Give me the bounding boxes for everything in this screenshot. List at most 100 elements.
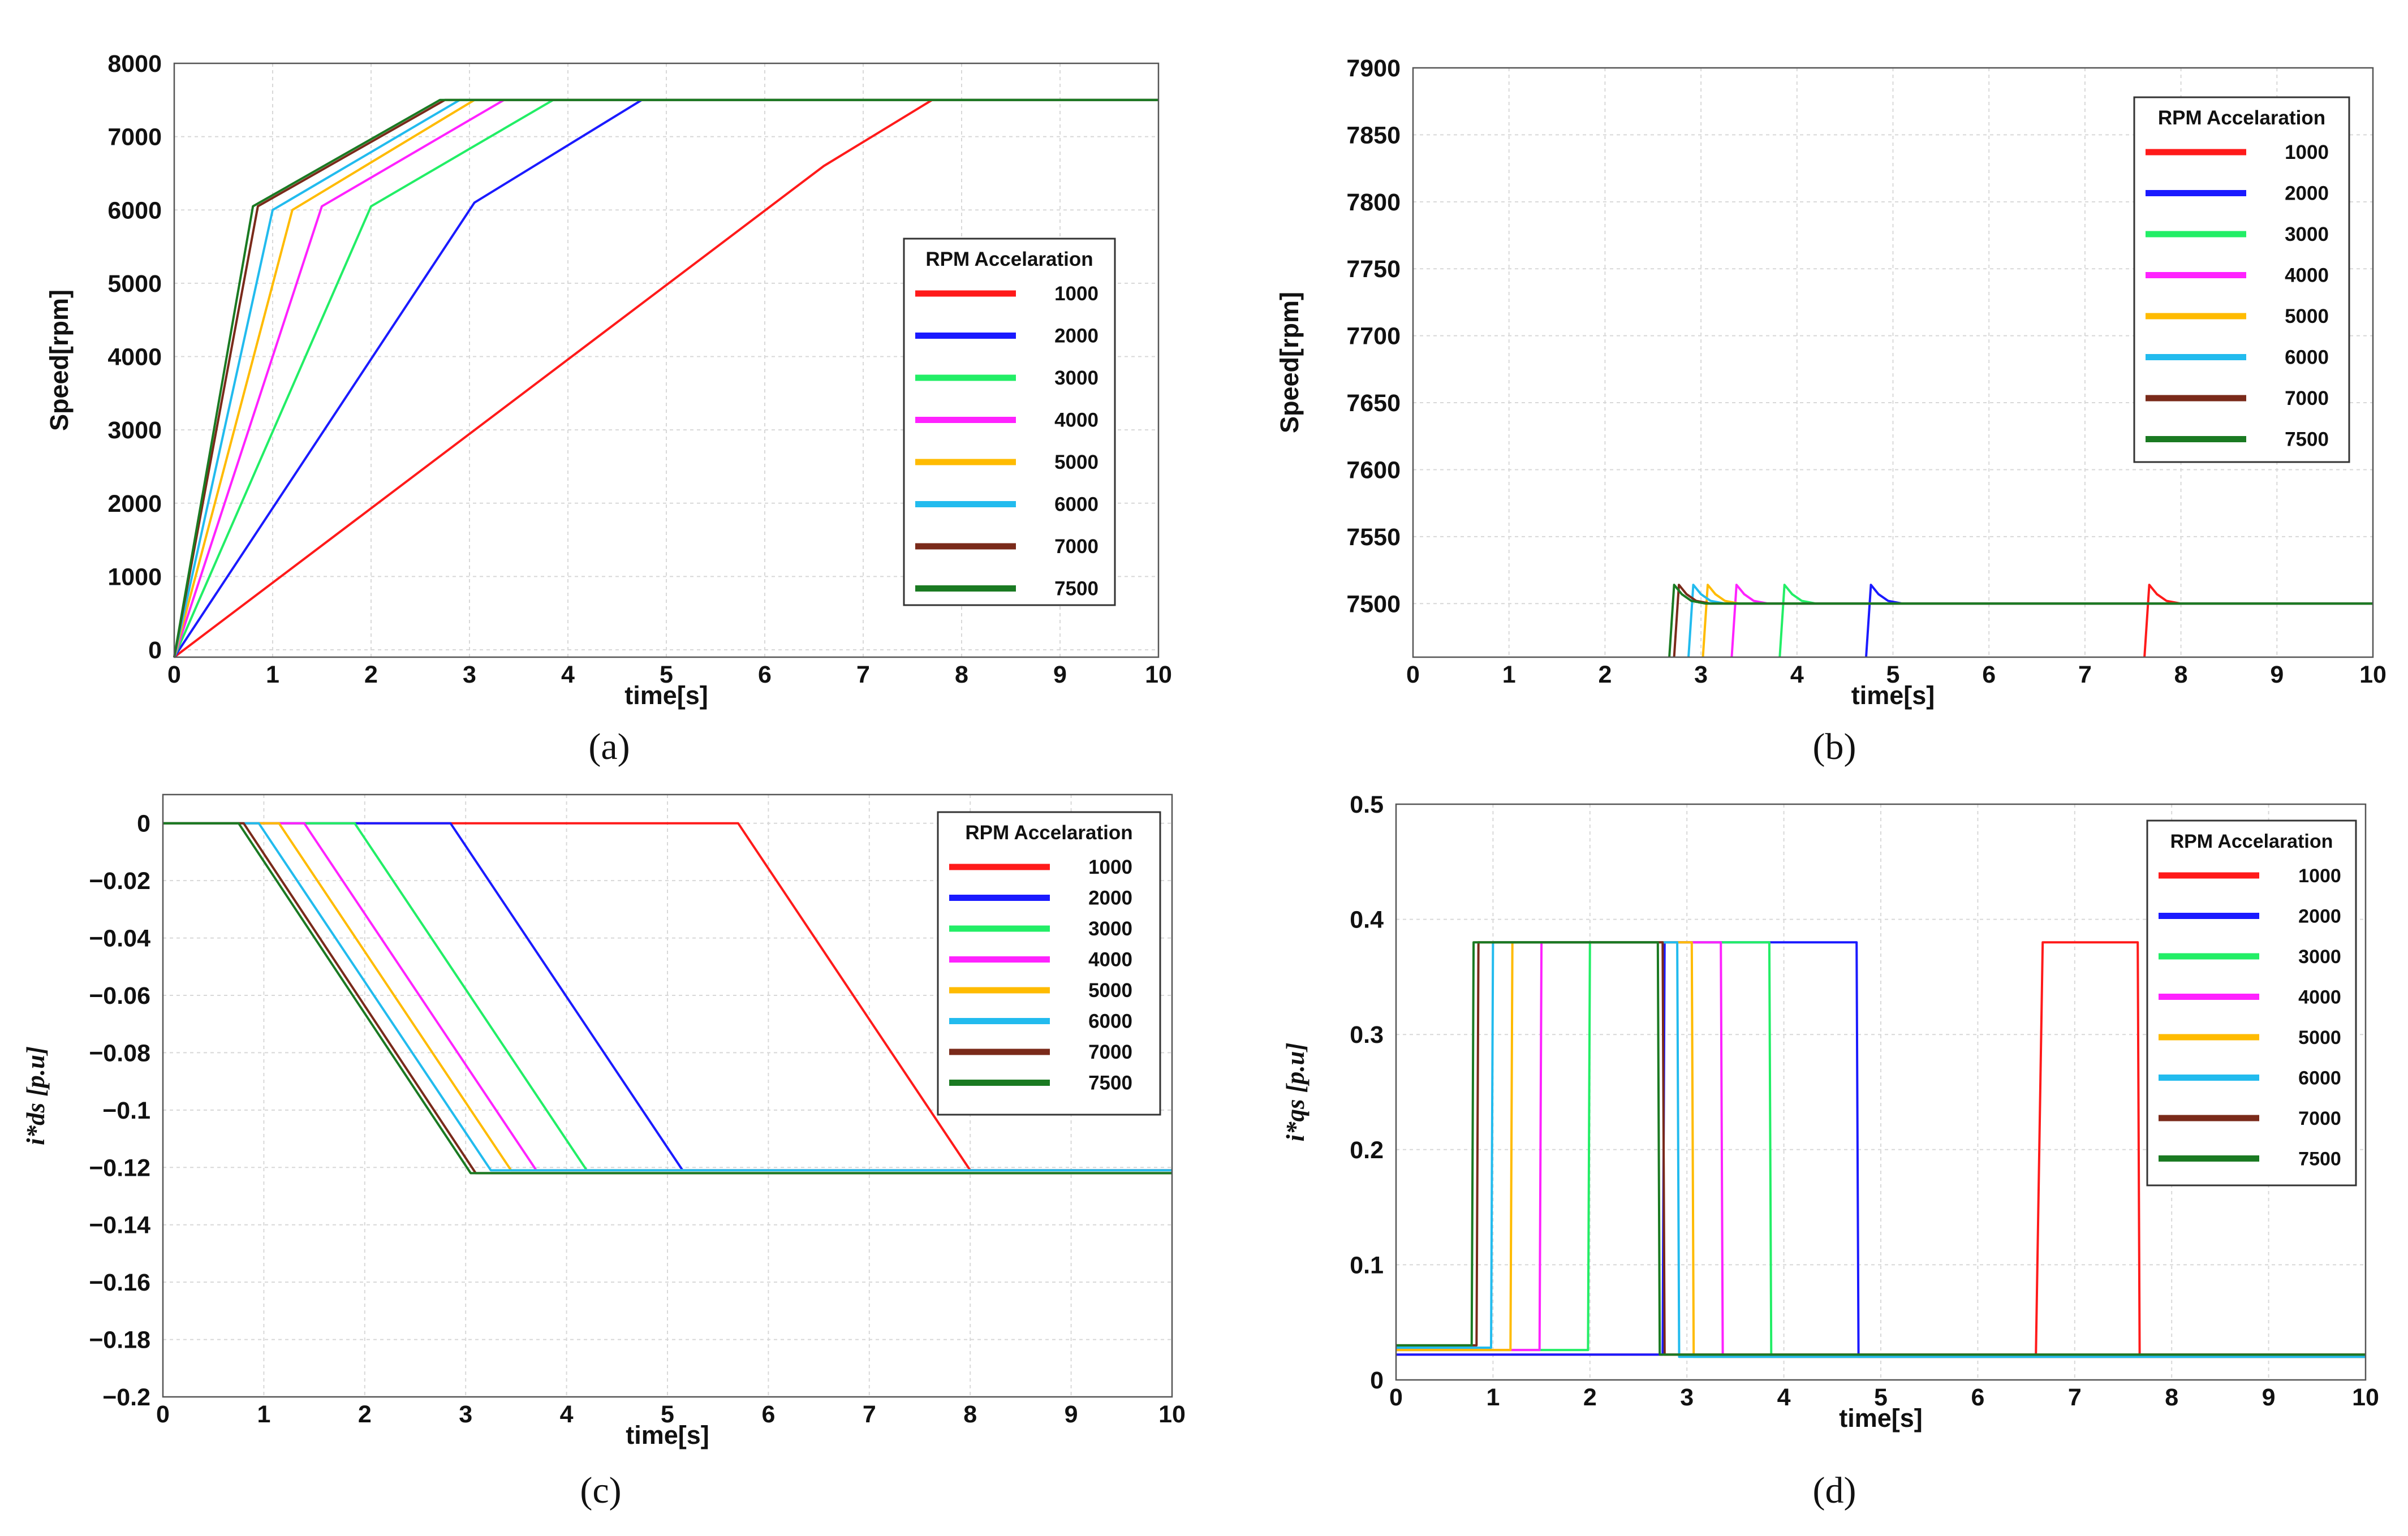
y-tick-label: −0.14 [89, 1212, 150, 1239]
y-tick-label: 0.5 [1350, 791, 1384, 818]
y-axis-label: Speed[rpm] [45, 290, 74, 431]
legend-box [937, 811, 1161, 1116]
x-tick-label: 9 [1053, 661, 1067, 688]
legend-label-7000: 7000 [1088, 1041, 1132, 1063]
legend: RPM Accelaration 1000 2000 3000 4000 5000 6000… [937, 811, 1161, 1116]
legend-label-7500: 7500 [2285, 429, 2329, 451]
series-line-7500 [173, 98, 1158, 658]
legend-title: RPM Accelaration [2170, 831, 2333, 852]
legend-label-2000: 2000 [1054, 325, 1099, 347]
x-tick-label: 2 [1583, 1384, 1597, 1411]
y-tick-label: 8000 [107, 50, 162, 77]
x-tick-label: 1 [257, 1401, 270, 1428]
x-tick-label: 2 [364, 661, 378, 688]
legend-label-6000: 6000 [2298, 1068, 2341, 1089]
plot-frame [1395, 803, 2367, 1381]
x-axis-label: time[s] [626, 1421, 709, 1449]
y-tick-label: 7850 [1346, 122, 1401, 149]
x-tick-label: 8 [2174, 661, 2188, 688]
legend-label-7500: 7500 [1054, 578, 1099, 600]
legend-label-3000: 3000 [1088, 918, 1132, 940]
x-tick-label: 2 [1598, 661, 1612, 688]
legend-label-1000: 1000 [2298, 865, 2341, 887]
y-tick-label: −0.1 [102, 1097, 150, 1124]
x-tick-label: 5 [661, 1401, 674, 1428]
x-tick-label: 0 [167, 661, 181, 688]
y-tick-label: −0.04 [89, 925, 150, 952]
legend-title: RPM Accelaration [925, 248, 1093, 270]
legend-label-5000: 5000 [2285, 305, 2329, 327]
x-tick-label: 3 [463, 661, 476, 688]
legend: RPM Accelaration 1000 2000 3000 4000 5000 6000… [2146, 819, 2357, 1186]
legend-label-2000: 2000 [2285, 183, 2329, 205]
x-tick-label: 4 [1777, 1384, 1791, 1411]
x-tick-label: 7 [2068, 1384, 2082, 1411]
legend-label-4000: 4000 [2298, 987, 2341, 1008]
x-tick-label: 1 [266, 661, 279, 688]
x-tick-label: 10 [1145, 661, 1172, 688]
legend-label-4000: 4000 [2285, 265, 2329, 287]
y-tick-label: 0 [137, 810, 150, 838]
panel-label: (a) [588, 726, 630, 767]
legend-label-5000: 5000 [1054, 451, 1099, 473]
x-tick-label: 3 [459, 1401, 472, 1428]
x-tick-label: 7 [856, 661, 870, 688]
legend-label-1000: 1000 [1088, 856, 1132, 878]
panel-label: (b) [1813, 726, 1856, 767]
x-tick-label: 1 [1502, 661, 1516, 688]
legend-label-7500: 7500 [2298, 1149, 2341, 1170]
y-tick-label: 7750 [1346, 256, 1401, 283]
x-tick-label: 8 [963, 1401, 977, 1428]
y-tick-label: −0.16 [89, 1269, 150, 1296]
y-tick-label: −0.12 [89, 1154, 150, 1181]
x-tick-label: 6 [758, 661, 772, 688]
legend-label-2000: 2000 [1088, 887, 1132, 909]
x-axis-label: time[s] [1851, 681, 1935, 710]
x-tick-label: 8 [2165, 1384, 2178, 1411]
y-tick-label: 3000 [107, 417, 162, 444]
panel-label: (c) [580, 1470, 621, 1511]
x-tick-label: 10 [1158, 1401, 1186, 1428]
series-line-7500 [163, 822, 1172, 1175]
legend-label-5000: 5000 [2298, 1027, 2341, 1049]
x-tick-label: 0 [1406, 661, 1420, 688]
legend-label-7000: 7000 [2298, 1108, 2341, 1129]
legend-label-3000: 3000 [2298, 946, 2341, 968]
x-tick-label: 10 [2359, 661, 2387, 688]
x-tick-label: 5 [660, 661, 673, 688]
y-tick-label: 7500 [1346, 590, 1401, 618]
iqs-chart-d: 0 1 2 3 4 5 6 7 8 9 10 0 0.1 0.2 0.3 0.4 0.5 time[s] i*qs … [1281, 791, 2379, 1511]
y-tick-label: 7700 [1346, 323, 1401, 350]
x-axis-label: time[s] [624, 681, 708, 710]
y-tick-label: 7000 [107, 124, 162, 151]
speed-chart-a: 0 1 2 3 4 5 6 7 8 9 10 0 1000 2000 3000 4000 5000 6000 700… [45, 50, 1172, 767]
x-tick-label: 0 [1389, 1384, 1403, 1411]
plot-frame [162, 793, 1173, 1398]
x-tick-label: 2 [358, 1401, 372, 1428]
y-tick-label: 7600 [1346, 456, 1401, 484]
y-tick-label: 7550 [1346, 524, 1401, 551]
legend-label-3000: 3000 [2285, 223, 2329, 245]
y-tick-label: 6000 [107, 197, 162, 224]
plot-frame [173, 62, 1160, 658]
series-line-7500 [1668, 584, 2373, 658]
y-tick-label: 0.1 [1350, 1252, 1384, 1279]
legend-label-2000: 2000 [2298, 906, 2341, 927]
plot-frame [1412, 67, 2374, 658]
legend-box [2146, 819, 2357, 1186]
ids-chart-c: 0 1 2 3 4 5 6 7 8 9 10 0 −0.02 −0.04 −0.06 −0.08 −0.1 −0.… [21, 793, 1186, 1511]
series-line-7500 [1396, 941, 2366, 1356]
y-tick-label: −0.06 [89, 982, 150, 1009]
y-tick-label: 0.4 [1350, 907, 1384, 934]
x-tick-label: 3 [1694, 661, 1708, 688]
x-tick-label: 6 [1971, 1384, 1984, 1411]
legend-label-6000: 6000 [1054, 494, 1099, 516]
legend: RPM Accelaration 1000 2000 3000 4000 5000 6000… [2133, 96, 2350, 463]
x-tick-label: 6 [761, 1401, 775, 1428]
series-lines [1668, 584, 2373, 658]
x-tick-label: 5 [1886, 661, 1900, 688]
legend-label-5000: 5000 [1088, 980, 1132, 1002]
x-tick-label: 8 [955, 661, 968, 688]
x-tick-label: 5 [1874, 1384, 1888, 1411]
